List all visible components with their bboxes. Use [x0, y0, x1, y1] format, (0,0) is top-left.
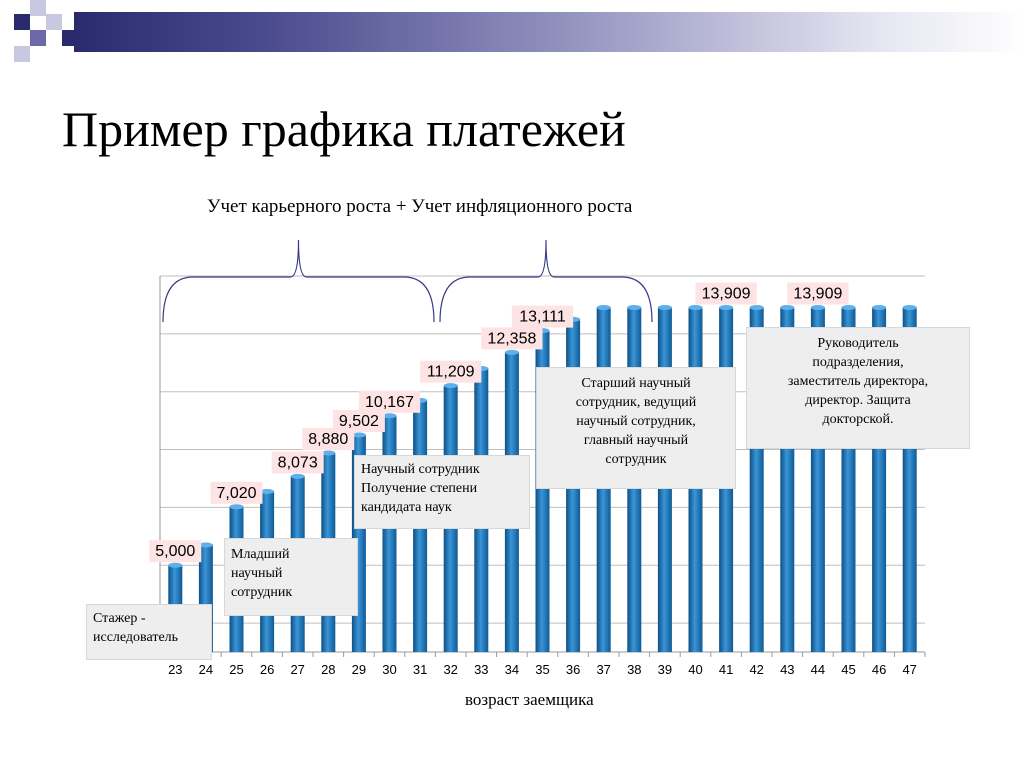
- bar-cap-41: [719, 305, 734, 311]
- x-tick-label: 32: [443, 662, 457, 677]
- bar-cap-26: [260, 488, 275, 494]
- callout-head: Руководитель подразделения, заместитель ди…: [746, 327, 970, 449]
- callout-line: докторской.: [822, 412, 894, 427]
- corner-decoration: [0, 0, 74, 62]
- curly-brace: [162, 239, 435, 323]
- x-tick-label: 43: [780, 662, 794, 677]
- bar-cap-23: [168, 562, 183, 568]
- callout-researcher: Научный сотрудник Получение степени кандид…: [354, 455, 530, 529]
- data-label-bg: [149, 540, 202, 563]
- data-label-bg: [332, 410, 385, 433]
- x-tick-label: 37: [596, 662, 610, 677]
- bar-cap-40: [688, 305, 703, 311]
- x-tick-label: 39: [658, 662, 672, 677]
- callout-line: Получение степени: [361, 481, 478, 496]
- bar-cap-30: [382, 413, 397, 419]
- bar-cap-44: [810, 305, 825, 311]
- callout-line: Стажер -: [93, 611, 146, 626]
- callout-line: Научный сотрудник: [361, 462, 480, 477]
- header-gradient-bar: [74, 12, 1024, 52]
- x-axis-label: возраст заемщика: [465, 690, 594, 709]
- data-label: 9,502: [339, 413, 379, 430]
- data-label: 5,000: [155, 543, 195, 560]
- callout-line: сотрудник: [231, 585, 293, 600]
- data-label: 13,909: [793, 286, 842, 303]
- curly-brace: [439, 239, 653, 323]
- x-tick-label: 35: [535, 662, 549, 677]
- bar-cap-47: [902, 305, 917, 311]
- data-label-bg: [511, 305, 574, 328]
- x-tick-label: 31: [413, 662, 427, 677]
- callout-line: исследователь: [93, 630, 179, 645]
- bar-cap-42: [749, 305, 764, 311]
- x-tick-label: 40: [688, 662, 702, 677]
- data-label: 8,073: [278, 454, 318, 471]
- x-tick-label: 29: [352, 662, 366, 677]
- x-tick-label: 44: [811, 662, 825, 677]
- chart-subtitle: Учет карьерного роста + Учет инфляционно…: [207, 196, 633, 217]
- callout-line: научный: [231, 566, 283, 581]
- bar-cap-45: [841, 305, 856, 311]
- data-label-bg: [302, 428, 355, 451]
- bar-cap-28: [321, 450, 336, 456]
- x-tick-label: 46: [872, 662, 886, 677]
- data-label: 10,167: [365, 394, 414, 411]
- callout-line: сотрудник: [605, 452, 667, 467]
- bar-cap-25: [229, 504, 244, 510]
- data-label: 12,358: [487, 330, 536, 347]
- callout-intern: Стажер - исследователь: [86, 604, 212, 660]
- bar-cap-37: [596, 305, 611, 311]
- x-tick-label: 41: [719, 662, 733, 677]
- callout-line: сотрудник, ведущий: [575, 395, 697, 410]
- callout-line: заместитель директора,: [787, 374, 929, 389]
- callout-line: Младший: [231, 547, 290, 562]
- data-label-bg: [210, 481, 263, 504]
- x-tick-label: 45: [841, 662, 855, 677]
- slide-title: Пример графика платежей: [62, 101, 626, 157]
- callout-line: Старший научный: [581, 376, 691, 391]
- x-tick-label: 27: [290, 662, 304, 677]
- data-label: 11,209: [427, 364, 475, 381]
- data-label: 13,909: [702, 286, 751, 303]
- x-tick-label: 26: [260, 662, 274, 677]
- x-tick-label: 23: [168, 662, 182, 677]
- x-tick-label: 36: [566, 662, 580, 677]
- bar-cap-32: [443, 383, 458, 389]
- callout-line: Руководитель: [817, 336, 899, 351]
- x-tick-label: 33: [474, 662, 488, 677]
- x-tick-label: 38: [627, 662, 641, 677]
- x-tick-label: 28: [321, 662, 335, 677]
- bar-cap-29: [351, 432, 366, 438]
- callout-line: директор. Защита: [805, 393, 911, 408]
- data-label: 13,111: [519, 309, 566, 326]
- data-label-bg: [271, 451, 324, 474]
- data-label: 8,880: [308, 431, 348, 448]
- x-tick-label: 42: [749, 662, 763, 677]
- data-label-bg: [358, 390, 421, 413]
- bar-cap-43: [780, 305, 795, 311]
- data-label: 7,020: [216, 485, 256, 502]
- callout-line: кандидата наук: [361, 500, 452, 515]
- bar-cap-27: [290, 473, 305, 479]
- bar-cap-38: [627, 305, 642, 311]
- bar-30: [382, 415, 397, 652]
- bar-cap-34: [504, 349, 519, 355]
- bar-cap-39: [657, 305, 672, 311]
- callout-line: главный научный: [583, 433, 689, 448]
- data-label-bg: [481, 327, 543, 350]
- callout-junior: Младший научный сотрудник: [224, 538, 358, 616]
- x-tick-label: 34: [505, 662, 519, 677]
- x-tick-label: 25: [229, 662, 243, 677]
- x-tick-label: 24: [199, 662, 213, 677]
- callout-line: научный сотрудник,: [576, 414, 696, 429]
- bar-cap-24: [198, 542, 213, 548]
- callout-senior: Старший научный сотрудник, ведущий научный…: [536, 367, 736, 489]
- x-tick-label: 30: [382, 662, 396, 677]
- data-label-bg: [420, 360, 482, 383]
- data-label-bg: [787, 282, 849, 305]
- x-tick-label: 47: [902, 662, 916, 677]
- bar-cap-46: [872, 305, 887, 311]
- data-label-bg: [695, 282, 757, 305]
- callout-line: подразделения,: [812, 355, 904, 370]
